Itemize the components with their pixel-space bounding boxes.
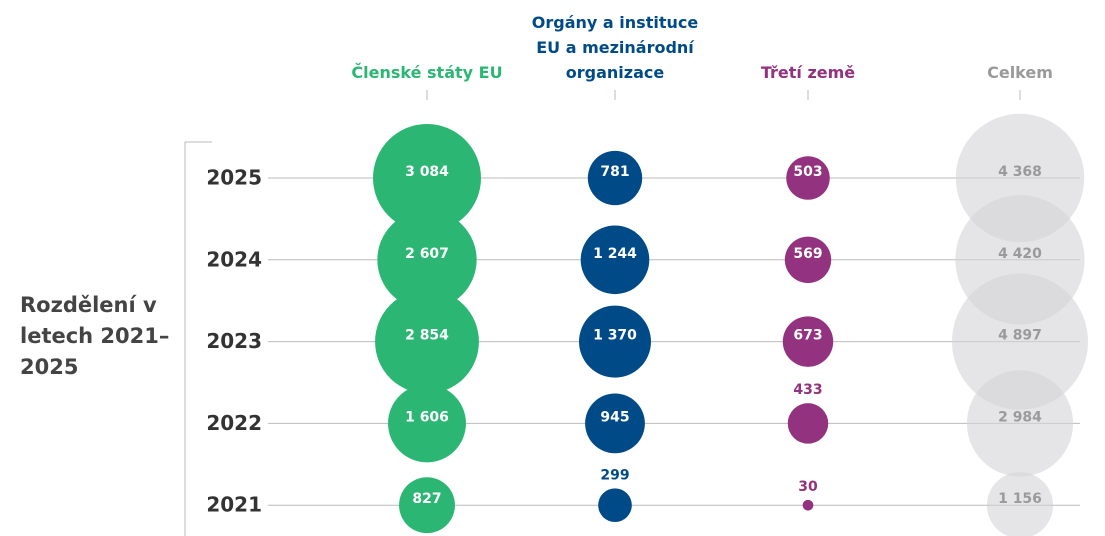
- value-label: 503: [793, 164, 822, 180]
- bubble: [377, 210, 477, 310]
- bubble: [784, 236, 832, 283]
- bubble: [786, 156, 830, 200]
- value-label: 3 084: [405, 164, 449, 180]
- bubble: [951, 273, 1089, 410]
- value-label: 4 420: [998, 246, 1042, 262]
- bubble: [580, 225, 650, 295]
- bubble: [579, 305, 651, 378]
- value-label: 673: [793, 328, 822, 344]
- value-label: 1 156: [998, 491, 1042, 507]
- series-header: Členské státy EU: [351, 63, 503, 82]
- bubble: [585, 393, 645, 454]
- row-label: 2022: [206, 411, 262, 435]
- chart-title: Rozdělení v letech 2021–2025: [20, 293, 170, 379]
- value-label: 1 370: [593, 328, 637, 344]
- bubble: [598, 488, 632, 523]
- row-label: 2025: [206, 166, 262, 190]
- value-label: 781: [600, 164, 629, 180]
- value-label: 2 984: [998, 409, 1042, 425]
- bubble: [388, 384, 466, 463]
- series-header: Celkem: [987, 63, 1053, 82]
- value-label: 30: [798, 479, 818, 495]
- bubble: [375, 289, 479, 394]
- value-label: 4 368: [998, 164, 1042, 180]
- value-label: 827: [412, 491, 441, 507]
- bubble: [966, 370, 1074, 477]
- value-label: 945: [600, 409, 629, 425]
- bubble: [787, 403, 829, 444]
- value-label: 569: [793, 246, 822, 262]
- bubble: [399, 477, 455, 534]
- series-header: Orgány a instituce EU a mezinárodní orga…: [531, 13, 699, 82]
- row-label: 2021: [206, 493, 262, 517]
- bubble: [587, 150, 643, 206]
- row-label: 2023: [206, 329, 262, 353]
- value-label: 2 607: [405, 246, 449, 262]
- value-label: 1 606: [405, 409, 449, 425]
- value-label: 1 244: [593, 246, 637, 262]
- value-label: 299: [600, 467, 629, 483]
- bubble: [986, 472, 1054, 536]
- series-header: Třetí země: [760, 63, 856, 82]
- bubble: [782, 316, 834, 367]
- value-label: 2 854: [405, 328, 449, 344]
- bubble: [802, 499, 814, 511]
- value-label: 433: [793, 382, 822, 398]
- row-label: 2024: [206, 247, 262, 271]
- value-label: 4 897: [998, 328, 1042, 344]
- bubble: [373, 124, 481, 232]
